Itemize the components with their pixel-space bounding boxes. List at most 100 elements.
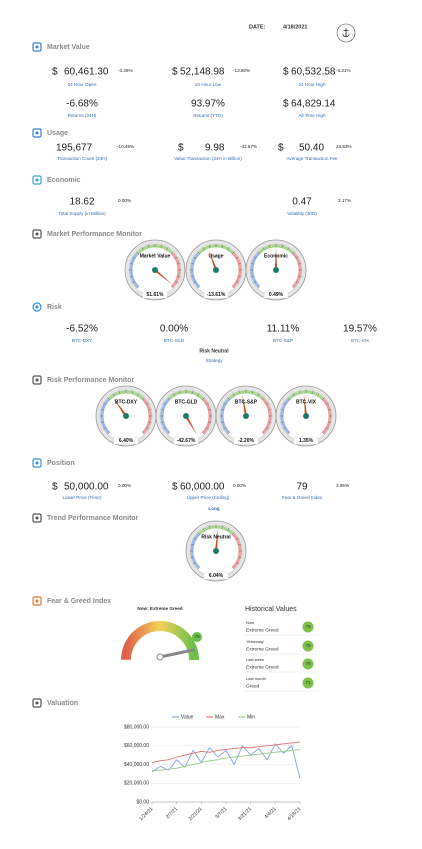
gauge-tick	[107, 432, 110, 435]
gauge-tick	[223, 402, 227, 405]
gauge-tick	[227, 432, 230, 435]
legend-label: Max	[215, 714, 225, 720]
gauge-tick	[232, 532, 235, 535]
direction: Long	[208, 506, 219, 511]
gauge-tick	[221, 525, 223, 529]
metric-label: Average Transaction Fee	[286, 156, 338, 161]
fg-hub	[156, 653, 164, 661]
gauge-tick	[179, 390, 181, 394]
metric-value: 0.47	[292, 197, 312, 208]
gauge-tick	[299, 390, 301, 394]
gauge-tick	[287, 432, 290, 435]
fg-rating: Greed	[246, 683, 260, 689]
gauge-tick	[283, 427, 287, 430]
gauge-hub	[213, 548, 219, 554]
x-tick-label: 2/7/21	[165, 806, 179, 820]
gauge-hub	[183, 413, 189, 419]
gauge-hub	[123, 413, 129, 419]
gauge-tick	[317, 393, 320, 397]
fg-arc	[121, 621, 199, 661]
gauge-tick	[235, 281, 239, 284]
gauge-tick	[202, 432, 205, 435]
gauge-tick	[257, 393, 260, 397]
gauge-value: 0.49%	[269, 292, 284, 298]
gauge-tick	[191, 390, 193, 394]
gauge	[245, 239, 307, 301]
section-icon	[32, 513, 42, 523]
gauge	[275, 385, 337, 447]
currency: $	[283, 67, 289, 78]
gauge-tick	[328, 409, 332, 411]
gauge-tick	[103, 402, 107, 405]
gauge-value: 1.35%	[299, 438, 314, 444]
fg-history-value: 76	[305, 643, 311, 648]
gauge-tick	[163, 402, 167, 405]
section-icon	[32, 302, 42, 312]
gauge-tick	[283, 402, 287, 405]
metric-label: BTC-S&P	[273, 338, 293, 343]
x-tick-label: 3/7/21	[214, 806, 228, 820]
gauge-value-box	[173, 436, 199, 445]
section-icon	[32, 596, 42, 606]
gauge	[185, 239, 247, 301]
gauge-tick	[265, 427, 269, 430]
gauge-hub	[273, 267, 279, 273]
gauge-tick	[142, 397, 145, 400]
gauge-value: -13.61%	[207, 292, 226, 298]
gauge-tick	[193, 281, 197, 284]
gauge-tick	[295, 256, 299, 259]
fg-value: 79	[194, 634, 200, 639]
fg-now: Now: Extreme Greed	[137, 606, 182, 611]
gauge-tick	[235, 562, 239, 565]
gauge-tick	[197, 286, 200, 289]
gauge-tick	[197, 393, 200, 397]
metric-value: 9.98	[205, 143, 225, 154]
gauge-tick	[311, 390, 313, 394]
gauge-tick	[239, 390, 241, 394]
gauge-tick	[251, 390, 253, 394]
gauge	[95, 385, 157, 447]
fg-history-value: 71	[305, 680, 311, 685]
metric-label: BTC-VIX	[351, 338, 369, 343]
gauge-tick	[209, 525, 211, 529]
fg-period: Yesterday	[246, 639, 264, 644]
gauge-tick	[257, 251, 260, 254]
gauge-value: -42.67%	[177, 438, 196, 444]
y-tick-label: $20,000.00	[124, 781, 149, 787]
gauge-tick	[145, 427, 149, 430]
section-title: Valuation	[47, 700, 78, 707]
metric-value: 0.00%	[160, 324, 188, 335]
metric-change: -10.45%	[117, 144, 134, 149]
section-icon-dot	[35, 516, 39, 520]
gauge-tick	[208, 409, 212, 411]
gauge-label: Risk Neutral	[201, 534, 231, 540]
gauge-label: BTC-S&P	[235, 399, 258, 405]
gauge	[185, 520, 247, 582]
gauge-tick	[235, 537, 239, 540]
metric-label: Returns (24H)	[68, 113, 97, 118]
metric-label: BTC-GLD	[164, 338, 185, 343]
section-title: Economic	[47, 177, 81, 184]
gauge-needle	[208, 249, 218, 271]
section-icon-dot	[35, 701, 39, 705]
metric-value: 60,000.00	[180, 482, 225, 493]
fg-period: Last month	[246, 676, 266, 681]
gauge-tick	[197, 251, 200, 254]
series-line	[151, 741, 301, 764]
gauge-needle	[214, 529, 218, 552]
gauge-value: 6.04%	[209, 573, 224, 579]
gauge-needle	[113, 397, 127, 417]
section-title: Fear & Greed Index	[47, 598, 111, 605]
section-title: Market Value	[47, 44, 90, 51]
metric-change: -3.26%	[118, 68, 133, 73]
fg-period: Last week	[246, 657, 264, 662]
gauge-tick	[160, 244, 162, 248]
metric-value: 195,677	[56, 143, 93, 154]
gauge-tick	[221, 244, 223, 248]
gauge-tick	[209, 244, 211, 248]
gauge-tick	[328, 421, 332, 423]
metric-label: 24 Hour Low	[195, 82, 222, 87]
gauge-tick	[202, 528, 205, 532]
gauge-label: BTC-DXY	[115, 399, 138, 405]
gauge-tick	[129, 275, 133, 277]
